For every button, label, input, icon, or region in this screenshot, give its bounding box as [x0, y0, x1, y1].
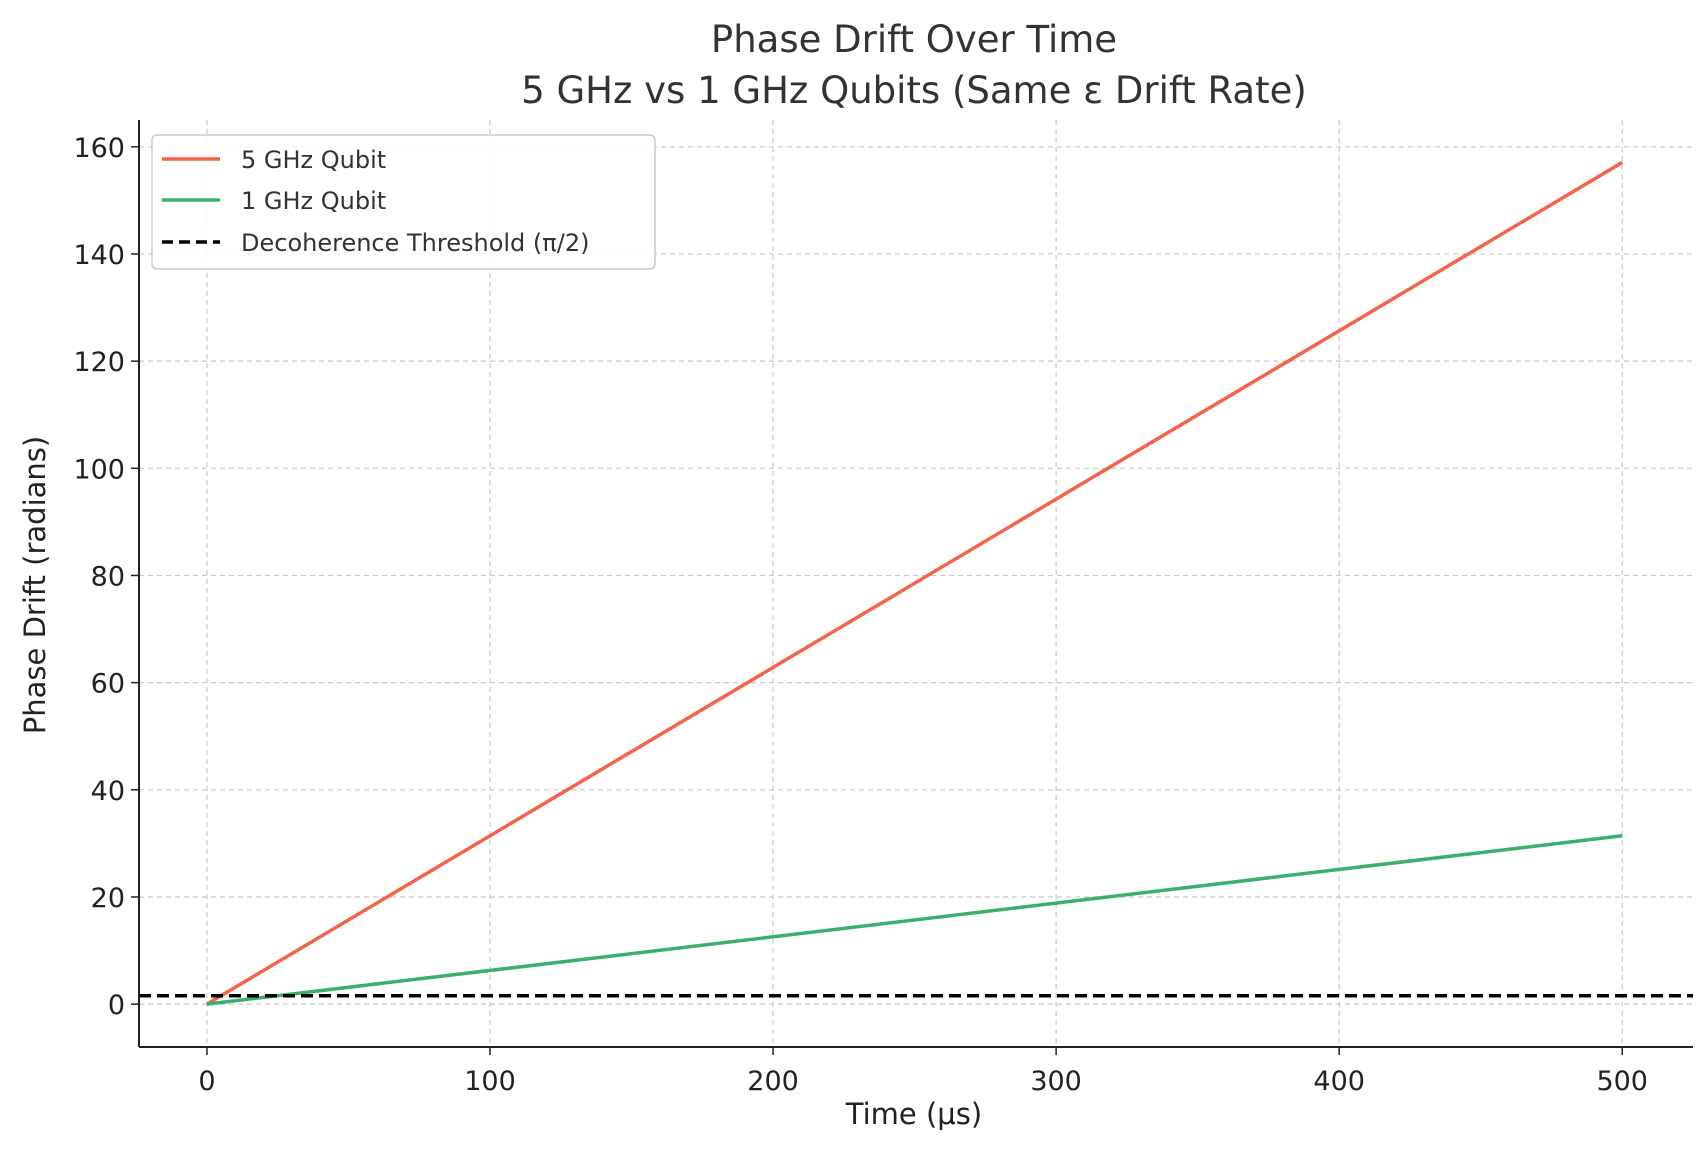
grid: [139, 120, 1693, 1047]
y-tick-label: 160: [73, 133, 125, 164]
x-tick-label: 500: [1596, 1066, 1648, 1097]
legend-label-5ghz: 5 GHz Qubit: [241, 146, 386, 174]
y-tick-label: 40: [91, 776, 125, 807]
x-tick-label: 400: [1313, 1066, 1365, 1097]
y-axis-label: Phase Drift (radians): [18, 436, 52, 734]
y-tick-label: 140: [73, 240, 125, 271]
y-tick-label: 20: [91, 883, 125, 914]
y-tick-label: 0: [108, 990, 125, 1021]
chart-title-line-1: Phase Drift Over Time: [711, 18, 1117, 61]
x-tick-label: 0: [198, 1066, 215, 1097]
legend-box: [151, 134, 656, 270]
legend-label-threshold: Decoherence Threshold (π/2): [241, 229, 589, 257]
x-tick-label: 300: [1030, 1066, 1082, 1097]
chart-title-line-2: 5 GHz vs 1 GHz Qubits (Same ε Drift Rate…: [521, 69, 1307, 112]
legend-label-1ghz: 1 GHz Qubit: [241, 187, 386, 215]
x-tick-label: 100: [464, 1066, 516, 1097]
ticks: 0 100 200 300 400 500 0 20 40 60 80 100 120 140 160: [73, 133, 1648, 1097]
series-layer: [139, 160, 1693, 1006]
y-tick-label: 100: [73, 454, 125, 485]
x-axis-label: Time (μs): [845, 1097, 982, 1131]
series-line-5ghz: [206, 160, 1624, 1006]
y-tick-label: 80: [91, 561, 125, 592]
x-tick-label: 200: [747, 1066, 799, 1097]
y-tick-label: 120: [73, 347, 125, 378]
y-tick-label: 60: [91, 669, 125, 700]
legend: 5 GHz Qubit 1 GHz Qubit Decoherence Thre…: [151, 134, 656, 270]
series-line-1ghz: [206, 834, 1623, 1006]
